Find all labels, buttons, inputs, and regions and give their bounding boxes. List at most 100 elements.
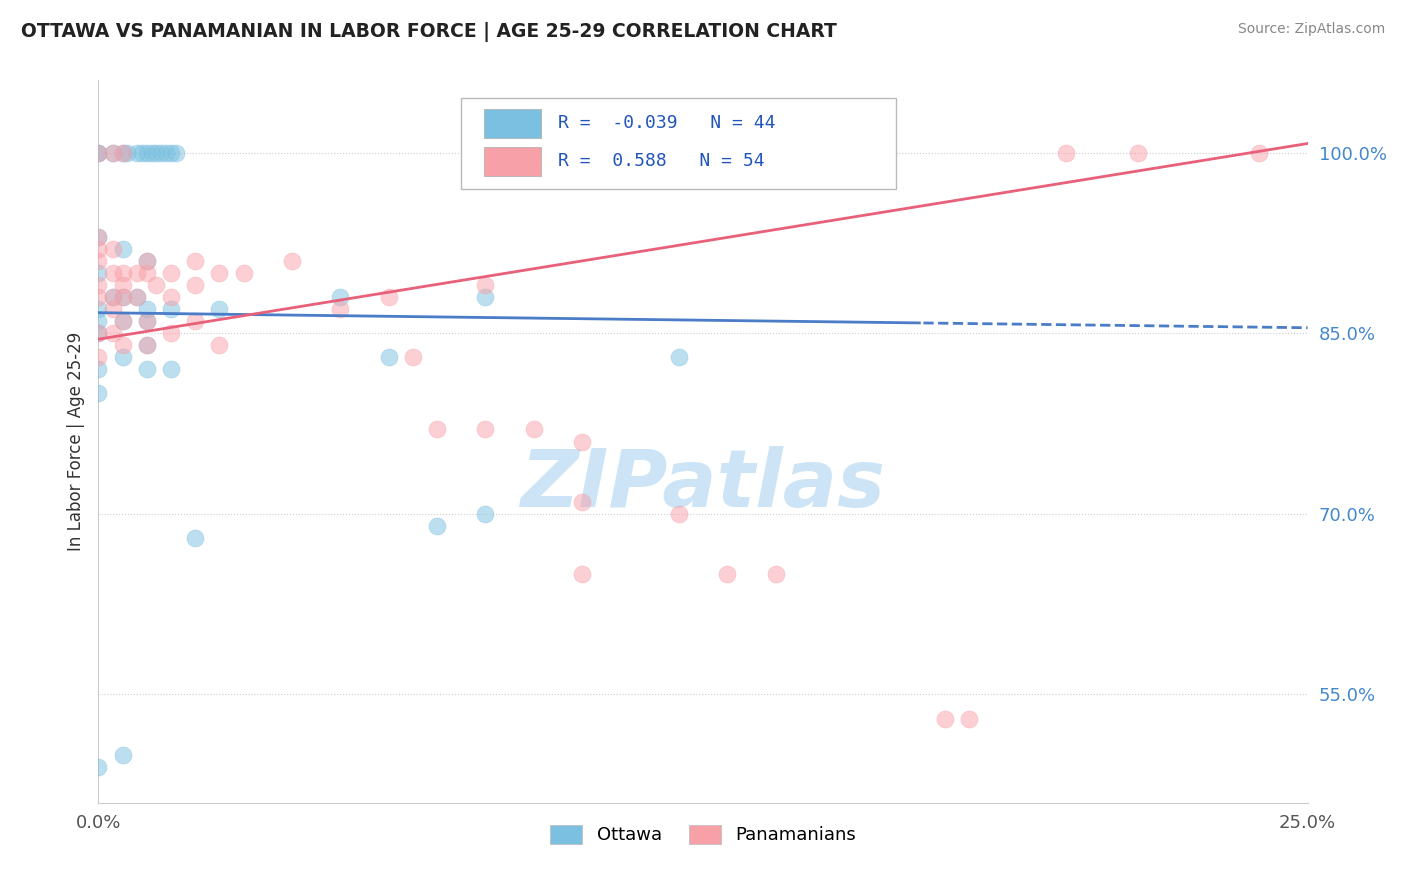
Point xyxy=(87,145,110,160)
Point xyxy=(135,266,157,280)
Point xyxy=(184,531,207,545)
Point xyxy=(160,326,183,341)
Point xyxy=(87,314,110,328)
Point xyxy=(281,253,304,268)
Text: ZIPatlas: ZIPatlas xyxy=(520,446,886,524)
Point xyxy=(135,145,157,160)
Point xyxy=(145,145,167,160)
FancyBboxPatch shape xyxy=(461,98,897,189)
Point xyxy=(232,266,254,280)
Text: R =  -0.039   N = 44: R = -0.039 N = 44 xyxy=(558,114,775,132)
Legend: Ottawa, Panamanians: Ottawa, Panamanians xyxy=(543,818,863,852)
Point xyxy=(87,242,110,256)
Point xyxy=(111,290,134,304)
Point xyxy=(377,351,399,365)
Point xyxy=(165,145,187,160)
Point xyxy=(668,351,690,365)
Point xyxy=(127,290,149,304)
Point xyxy=(765,567,787,582)
Text: Source: ZipAtlas.com: Source: ZipAtlas.com xyxy=(1237,22,1385,37)
Y-axis label: In Labor Force | Age 25-29: In Labor Force | Age 25-29 xyxy=(66,332,84,551)
Point xyxy=(87,253,110,268)
Point xyxy=(329,290,352,304)
Point xyxy=(155,145,177,160)
Point xyxy=(135,253,157,268)
Point xyxy=(101,145,124,160)
Point xyxy=(135,338,157,352)
Point xyxy=(208,266,231,280)
Point xyxy=(111,266,134,280)
Point xyxy=(87,277,110,292)
Point xyxy=(101,290,124,304)
Point xyxy=(160,301,183,317)
Point xyxy=(127,266,149,280)
Point xyxy=(135,338,157,352)
Point xyxy=(160,145,183,160)
Point xyxy=(87,145,110,160)
Point xyxy=(571,494,593,508)
Point xyxy=(208,338,231,352)
Point xyxy=(957,711,980,725)
Point xyxy=(135,301,157,317)
FancyBboxPatch shape xyxy=(484,147,541,176)
Point xyxy=(474,423,496,437)
Point xyxy=(934,711,956,725)
Point xyxy=(426,519,449,533)
Point xyxy=(160,290,183,304)
Point xyxy=(127,290,149,304)
Point xyxy=(571,567,593,582)
Point xyxy=(87,301,110,317)
Point xyxy=(208,301,231,317)
FancyBboxPatch shape xyxy=(484,109,541,137)
Point xyxy=(135,314,157,328)
Point xyxy=(377,290,399,304)
Point xyxy=(87,326,110,341)
Point xyxy=(184,253,207,268)
Point xyxy=(135,314,157,328)
Point xyxy=(111,277,134,292)
Point xyxy=(160,362,183,376)
Point xyxy=(111,145,134,160)
Point xyxy=(111,747,134,762)
Point xyxy=(87,351,110,365)
Point xyxy=(111,242,134,256)
Point xyxy=(402,351,425,365)
Point xyxy=(150,145,173,160)
Point xyxy=(101,145,124,160)
Point xyxy=(111,314,134,328)
Point xyxy=(426,423,449,437)
Point xyxy=(329,301,352,317)
Point xyxy=(111,351,134,365)
Point xyxy=(101,242,124,256)
Point xyxy=(127,145,149,160)
Point xyxy=(474,290,496,304)
Point xyxy=(111,145,134,160)
Point xyxy=(87,290,110,304)
Point xyxy=(184,314,207,328)
Point xyxy=(141,145,163,160)
Point xyxy=(87,145,110,160)
Point xyxy=(87,760,110,774)
Point xyxy=(1054,145,1077,160)
Point xyxy=(523,423,546,437)
Point xyxy=(135,253,157,268)
Text: R =  0.588   N = 54: R = 0.588 N = 54 xyxy=(558,153,765,170)
Point xyxy=(87,229,110,244)
Point xyxy=(101,326,124,341)
Point xyxy=(87,229,110,244)
Point xyxy=(101,301,124,317)
Point xyxy=(111,290,134,304)
Point xyxy=(474,507,496,521)
Point xyxy=(1128,145,1150,160)
Point xyxy=(131,145,153,160)
Point xyxy=(87,386,110,401)
Point xyxy=(111,314,134,328)
Point xyxy=(668,507,690,521)
Text: OTTAWA VS PANAMANIAN IN LABOR FORCE | AGE 25-29 CORRELATION CHART: OTTAWA VS PANAMANIAN IN LABOR FORCE | AG… xyxy=(21,22,837,42)
Point xyxy=(145,277,167,292)
Point xyxy=(117,145,139,160)
Point xyxy=(87,362,110,376)
Point xyxy=(474,277,496,292)
Point xyxy=(160,266,183,280)
Point xyxy=(111,338,134,352)
